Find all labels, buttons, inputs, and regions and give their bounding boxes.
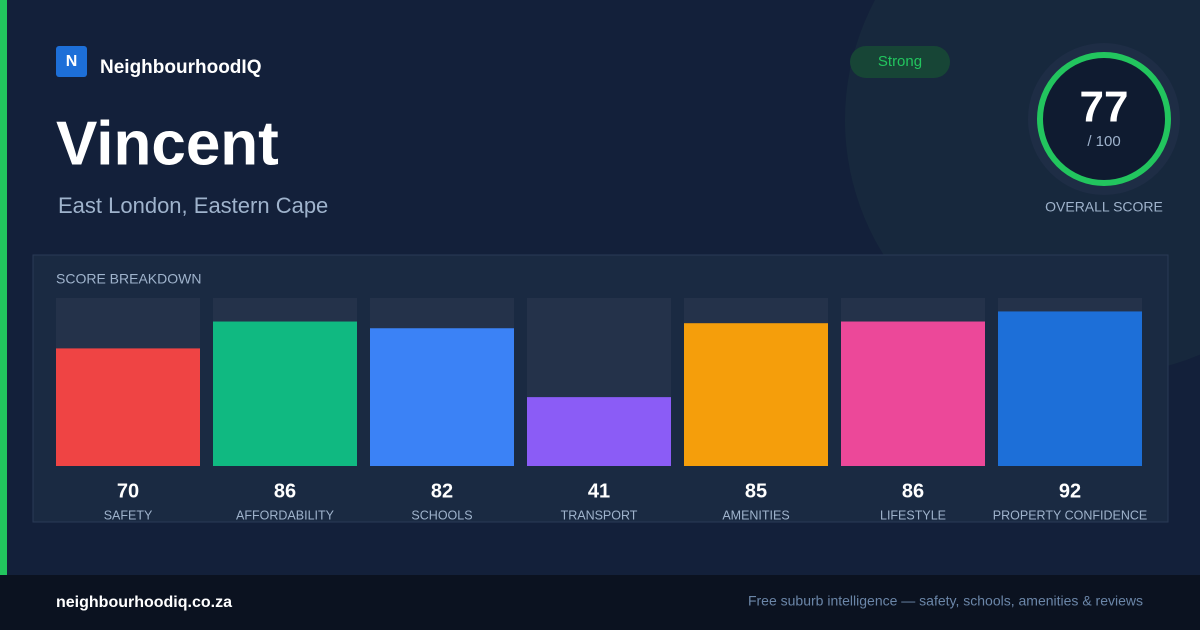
bar — [684, 323, 828, 466]
category-label: SCHOOLS — [411, 508, 472, 522]
overall-score: 77 — [1080, 83, 1129, 132]
bar — [998, 311, 1142, 466]
bars: 70 SAFETY 86 AFFORDABILITY 82 SCHOOLS 41 TRANSP… — [56, 298, 1147, 522]
logo-letter: N — [66, 53, 78, 70]
bar — [213, 321, 357, 466]
footer — [0, 575, 1200, 630]
bar — [56, 348, 200, 466]
value-label: 82 — [431, 480, 453, 502]
footer-tagline: Free suburb intelligence — safety, schoo… — [748, 593, 1143, 609]
overall-label: OVERALL SCORE — [1045, 199, 1163, 215]
category-label: PROPERTY CONFIDENCE — [993, 508, 1147, 522]
brand-name: NeighbourhoodIQ — [100, 57, 261, 78]
category-label: AMENITIES — [722, 508, 789, 522]
bar — [841, 321, 985, 466]
badge — [850, 46, 950, 78]
location: East London, Eastern Cape — [58, 193, 328, 218]
bar — [527, 397, 671, 466]
bar — [370, 328, 514, 466]
category-label: TRANSPORT — [561, 508, 638, 522]
value-label: 86 — [274, 480, 296, 502]
logo — [56, 46, 87, 77]
badge-text: Strong — [878, 53, 922, 70]
suburb-title: Vincent — [56, 109, 279, 178]
category-label: SAFETY — [104, 508, 153, 522]
value-label: 70 — [117, 480, 139, 502]
score-max: / 100 — [1087, 133, 1120, 150]
category-label: LIFESTYLE — [880, 508, 946, 522]
value-label: 86 — [902, 480, 924, 502]
value-label: 92 — [1059, 480, 1081, 502]
footer-site: neighbourhoodiq.co.za — [56, 594, 232, 611]
accent-stripe — [0, 0, 7, 575]
category-label: AFFORDABILITY — [236, 508, 335, 522]
value-label: 41 — [588, 480, 610, 502]
chart-title: SCORE BREAKDOWN — [56, 271, 201, 287]
score-ring — [1037, 52, 1171, 186]
value-label: 85 — [745, 480, 767, 502]
